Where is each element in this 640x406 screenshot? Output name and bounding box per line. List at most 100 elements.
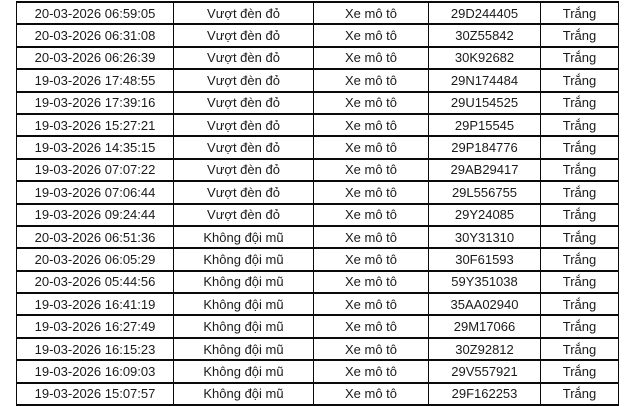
table-row: 19-03-2026 07:06:44 Vượt đèn đỏ Xe mô tô 29… xyxy=(16,180,619,205)
cell-plate: 30F61593 xyxy=(428,247,541,272)
cell-plate: 29D244405 xyxy=(428,0,541,26)
cell-vehicle_type: Xe mô tô xyxy=(313,112,429,138)
cell-plate: 29U154525 xyxy=(428,90,541,115)
cell-vehicle_type: Xe mô tô xyxy=(313,224,429,250)
cell-timestamp: 19-03-2026 15:07:57 xyxy=(16,381,174,406)
cell-violation: Không đội mũ xyxy=(173,336,314,362)
cell-timestamp: 19-03-2026 07:07:22 xyxy=(16,157,174,183)
cell-vehicle_type: Xe mô tô xyxy=(313,0,429,26)
cell-status: Trắng xyxy=(540,135,619,160)
table-row: 20-03-2026 06:51:36 Không đội mũ Xe mô tô 3… xyxy=(16,224,619,250)
table-row: 19-03-2026 16:41:19 Không đội mũ Xe mô tô 3… xyxy=(16,292,619,317)
table-row: 19-03-2026 14:35:15 Vượt đèn đỏ Xe mô tô 29… xyxy=(16,135,619,160)
cell-vehicle_type: Xe mô tô xyxy=(313,202,429,227)
table-row: 19-03-2026 09:24:44 Vượt đèn đỏ Xe mô tô 29… xyxy=(16,202,619,227)
cell-vehicle_type: Xe mô tô xyxy=(313,135,429,160)
cell-status: Trắng xyxy=(540,224,619,250)
cell-timestamp: 20-03-2026 06:31:08 xyxy=(16,23,174,48)
cell-status: Trắng xyxy=(540,112,619,138)
cell-vehicle_type: Xe mô tô xyxy=(313,157,429,183)
cell-timestamp: 19-03-2026 16:09:03 xyxy=(16,359,174,384)
cell-violation: Không đội mũ xyxy=(173,381,314,406)
cell-status: Trắng xyxy=(540,381,619,406)
cell-violation: Không đội mũ xyxy=(173,224,314,250)
cell-vehicle_type: Xe mô tô xyxy=(313,336,429,362)
cell-plate: 29Y24085 xyxy=(428,202,541,227)
table-row: 20-03-2026 06:59:05 Vượt đèn đỏ Xe mô tô 29… xyxy=(16,0,619,26)
cell-status: Trắng xyxy=(540,292,619,317)
cell-timestamp: 19-03-2026 09:24:44 xyxy=(16,202,174,227)
table-row: 19-03-2026 07:07:22 Vượt đèn đỏ Xe mô tô 29… xyxy=(16,157,619,183)
cell-violation: Vượt đèn đỏ xyxy=(173,0,314,26)
cell-status: Trắng xyxy=(540,336,619,362)
cell-violation: Vượt đèn đỏ xyxy=(173,23,314,48)
cell-violation: Vượt đèn đỏ xyxy=(173,180,314,205)
cell-violation: Vượt đèn đỏ xyxy=(173,90,314,115)
cell-violation: Vượt đèn đỏ xyxy=(173,45,314,71)
cell-timestamp: 19-03-2026 15:27:21 xyxy=(16,112,174,138)
violation-table-body: 20-03-2026 06:59:05 Vượt đèn đỏ Xe mô tô 29… xyxy=(16,0,619,406)
cell-plate: 29N174484 xyxy=(428,68,541,93)
cell-timestamp: 20-03-2026 06:05:29 xyxy=(16,247,174,272)
cell-status: Trắng xyxy=(540,0,619,26)
table-row: 20-03-2026 06:31:08 Vượt đèn đỏ Xe mô tô 30… xyxy=(16,23,619,48)
table-row: 19-03-2026 16:27:49 Không đội mũ Xe mô tô 2… xyxy=(16,314,619,339)
cell-violation: Không đội mũ xyxy=(173,247,314,272)
table-row: 19-03-2026 15:07:57 Không đội mũ Xe mô tô 2… xyxy=(16,381,619,406)
cell-violation: Vượt đèn đỏ xyxy=(173,157,314,183)
cell-status: Trắng xyxy=(540,68,619,93)
cell-plate: 29P184776 xyxy=(428,135,541,160)
cell-vehicle_type: Xe mô tô xyxy=(313,247,429,272)
cell-violation: Không đội mũ xyxy=(173,292,314,317)
cell-plate: 29V557921 xyxy=(428,359,541,384)
cell-status: Trắng xyxy=(540,23,619,48)
table-row: 20-03-2026 05:44:56 Không đội mũ Xe mô tô 5… xyxy=(16,269,619,295)
cell-plate: 35AA02940 xyxy=(428,292,541,317)
cell-timestamp: 19-03-2026 16:41:19 xyxy=(16,292,174,317)
violation-results-table: 20-03-2026 06:59:05 Vượt đèn đỏ Xe mô tô 29… xyxy=(16,0,619,406)
cell-violation: Vượt đèn đỏ xyxy=(173,202,314,227)
cell-timestamp: 19-03-2026 16:27:49 xyxy=(16,314,174,339)
cell-vehicle_type: Xe mô tô xyxy=(313,269,429,295)
cell-vehicle_type: Xe mô tô xyxy=(313,45,429,71)
table-row: 19-03-2026 17:48:55 Vượt đèn đỏ Xe mô tô 29… xyxy=(16,68,619,93)
table-row: 20-03-2026 06:05:29 Không đội mũ Xe mô tô 3… xyxy=(16,247,619,272)
cell-timestamp: 20-03-2026 06:26:39 xyxy=(16,45,174,71)
cell-timestamp: 19-03-2026 14:35:15 xyxy=(16,135,174,160)
cell-timestamp: 20-03-2026 05:44:56 xyxy=(16,269,174,295)
cell-status: Trắng xyxy=(540,247,619,272)
cell-violation: Không đội mũ xyxy=(173,269,314,295)
cell-plate: 30Y31310 xyxy=(428,224,541,250)
cell-status: Trắng xyxy=(540,157,619,183)
cell-violation: Vượt đèn đỏ xyxy=(173,112,314,138)
cell-plate: 30Z55842 xyxy=(428,23,541,48)
cell-status: Trắng xyxy=(540,269,619,295)
table-row: 19-03-2026 15:27:21 Vượt đèn đỏ Xe mô tô 29… xyxy=(16,112,619,138)
cell-plate: 30K92682 xyxy=(428,45,541,71)
cell-status: Trắng xyxy=(540,359,619,384)
cell-violation: Vượt đèn đỏ xyxy=(173,135,314,160)
violation-results-table-wrap: 20-03-2026 06:59:05 Vượt đèn đỏ Xe mô tô 29… xyxy=(16,0,619,406)
table-row: 19-03-2026 16:09:03 Không đội mũ Xe mô tô 2… xyxy=(16,359,619,384)
cell-status: Trắng xyxy=(540,314,619,339)
cell-timestamp: 19-03-2026 16:15:23 xyxy=(16,336,174,362)
table-row: 19-03-2026 16:15:23 Không đội mũ Xe mô tô 3… xyxy=(16,336,619,362)
cell-plate: 29L556755 xyxy=(428,180,541,205)
cell-vehicle_type: Xe mô tô xyxy=(313,180,429,205)
cell-violation: Không đội mũ xyxy=(173,314,314,339)
cell-plate: 59Y351038 xyxy=(428,269,541,295)
table-row: 19-03-2026 17:39:16 Vượt đèn đỏ Xe mô tô 29… xyxy=(16,90,619,115)
cell-timestamp: 20-03-2026 06:51:36 xyxy=(16,224,174,250)
cell-vehicle_type: Xe mô tô xyxy=(313,90,429,115)
cell-plate: 29F162253 xyxy=(428,381,541,406)
cell-status: Trắng xyxy=(540,180,619,205)
cell-vehicle_type: Xe mô tô xyxy=(313,23,429,48)
cell-plate: 29AB29417 xyxy=(428,157,541,183)
cell-timestamp: 19-03-2026 07:06:44 xyxy=(16,180,174,205)
cell-plate: 29P15545 xyxy=(428,112,541,138)
cell-violation: Vượt đèn đỏ xyxy=(173,68,314,93)
cell-timestamp: 19-03-2026 17:48:55 xyxy=(16,68,174,93)
cell-vehicle_type: Xe mô tô xyxy=(313,292,429,317)
cell-violation: Không đội mũ xyxy=(173,359,314,384)
cell-vehicle_type: Xe mô tô xyxy=(313,314,429,339)
